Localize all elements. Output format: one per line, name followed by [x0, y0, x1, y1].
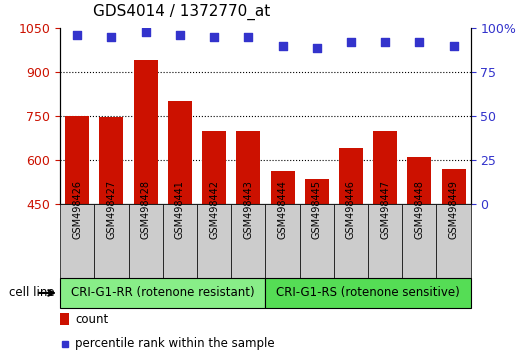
Text: GSM498441: GSM498441: [175, 180, 185, 239]
Text: GSM498446: GSM498446: [346, 180, 356, 239]
FancyBboxPatch shape: [334, 204, 368, 278]
Point: [73, 33, 82, 38]
FancyBboxPatch shape: [437, 204, 471, 278]
Text: GSM498427: GSM498427: [107, 180, 117, 239]
Bar: [373, 131, 397, 204]
FancyBboxPatch shape: [231, 204, 266, 278]
FancyBboxPatch shape: [60, 278, 266, 308]
Text: GSM498445: GSM498445: [312, 180, 322, 239]
FancyBboxPatch shape: [368, 204, 402, 278]
Text: CRI-G1-RR (rotenone resistant): CRI-G1-RR (rotenone resistant): [71, 286, 255, 299]
Text: CRI-G1-RS (rotenone sensitive): CRI-G1-RS (rotenone sensitive): [276, 286, 460, 299]
Point: [176, 33, 184, 38]
Point: [210, 34, 218, 40]
Text: GSM498442: GSM498442: [209, 180, 219, 239]
Point: [107, 34, 116, 40]
Bar: [99, 116, 123, 204]
Point: [244, 34, 253, 40]
Bar: [65, 116, 89, 204]
Text: percentile rank within the sample: percentile rank within the sample: [75, 337, 275, 350]
FancyBboxPatch shape: [266, 204, 300, 278]
FancyBboxPatch shape: [163, 204, 197, 278]
Text: GSM498428: GSM498428: [141, 180, 151, 239]
Text: GSM498444: GSM498444: [278, 180, 288, 239]
Point: [278, 43, 287, 48]
Bar: [236, 131, 260, 204]
Point: [347, 40, 355, 45]
Bar: [202, 131, 226, 204]
Point: [415, 40, 424, 45]
Text: GSM498426: GSM498426: [72, 180, 82, 239]
Bar: [339, 148, 363, 204]
FancyBboxPatch shape: [300, 204, 334, 278]
Bar: [168, 101, 192, 204]
Text: GSM498448: GSM498448: [414, 180, 424, 239]
Point: [142, 29, 150, 35]
FancyBboxPatch shape: [402, 204, 437, 278]
FancyBboxPatch shape: [266, 278, 471, 308]
Bar: [270, 171, 294, 204]
Point: [381, 40, 389, 45]
FancyBboxPatch shape: [60, 204, 94, 278]
FancyBboxPatch shape: [94, 204, 129, 278]
Text: GSM498443: GSM498443: [243, 180, 253, 239]
Bar: [305, 179, 329, 204]
Point: [313, 45, 321, 50]
Text: GDS4014 / 1372770_at: GDS4014 / 1372770_at: [93, 4, 270, 21]
Text: count: count: [75, 313, 109, 326]
FancyBboxPatch shape: [197, 204, 231, 278]
Bar: [441, 169, 465, 204]
Text: cell line: cell line: [9, 286, 55, 299]
Bar: [60, 313, 69, 325]
Text: GSM498449: GSM498449: [449, 180, 459, 239]
Bar: [134, 61, 157, 204]
Point: [449, 43, 458, 48]
Text: GSM498447: GSM498447: [380, 180, 390, 239]
FancyBboxPatch shape: [129, 204, 163, 278]
Bar: [407, 157, 431, 204]
